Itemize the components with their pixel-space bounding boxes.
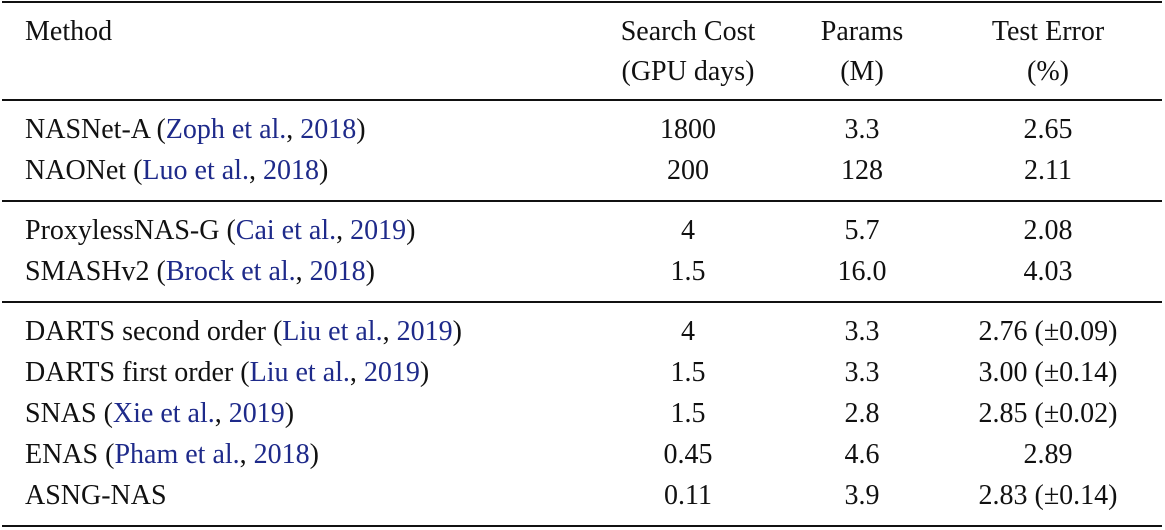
header-cell: (%) <box>1027 56 1069 87</box>
method-text: , <box>248 155 263 186</box>
header-cell: (GPU days) <box>621 56 755 87</box>
header-cell: Params <box>820 16 904 47</box>
method-cell: NASNet-A (Zoph et al., 2018) <box>25 110 366 150</box>
value-cell: 1800 <box>660 114 716 145</box>
mid-rule <box>2 301 1162 303</box>
value-cell: 5.7 <box>844 215 880 246</box>
value-cell: 2.08 <box>1023 215 1073 246</box>
method-cell: SNAS (Xie et al., 2019) <box>25 394 294 434</box>
method-text: ) <box>419 357 430 388</box>
method-cell: ASNG-NAS <box>25 476 167 516</box>
value-cell: 2.65 <box>1023 114 1073 145</box>
method-cell: ProxylessNAS-G (Cai et al., 2019) <box>25 211 415 251</box>
value-cell: 3.00 (±0.14) <box>978 357 1118 388</box>
citation: Luo et al. <box>142 155 249 186</box>
value-cell: 4.03 <box>1023 256 1073 287</box>
value-cell: 3.3 <box>844 114 880 145</box>
mid-rule <box>2 99 1162 101</box>
method-cell: DARTS second order (Liu et al., 2019) <box>25 312 462 352</box>
value-cell: 1.5 <box>670 398 706 429</box>
citation: 2018 <box>253 439 310 470</box>
value-cell: 4 <box>681 316 695 347</box>
method-text: , <box>382 316 397 347</box>
value-cell: 3.9 <box>844 480 880 511</box>
header-method: Method <box>25 16 113 47</box>
method-text: ) <box>452 316 462 347</box>
citation: 2019 <box>350 215 407 246</box>
method-cell: SMASHv2 (Brock et al., 2018) <box>25 252 375 292</box>
value-cell: 4 <box>681 215 695 246</box>
citation: Cai et al. <box>235 215 337 246</box>
header-cell: Search Cost <box>620 16 756 47</box>
method-text: ) <box>309 439 319 470</box>
bottom-rule <box>2 525 1162 527</box>
mid-rule <box>2 200 1162 202</box>
citation: Zoph et al. <box>165 114 287 145</box>
value-cell: 2.8 <box>844 398 880 429</box>
method-text: NAONet ( <box>25 155 143 186</box>
method-text: , <box>214 398 229 429</box>
method-text: SMASHv2 ( <box>25 256 166 287</box>
citation: Xie et al. <box>112 398 215 429</box>
value-cell: 3.3 <box>844 316 880 347</box>
value-cell: 200 <box>667 155 709 186</box>
method-text: ASNG-NAS <box>25 480 167 511</box>
method-text: , <box>295 256 310 287</box>
value-cell: 1.5 <box>670 357 706 388</box>
method-text: ) <box>284 398 295 429</box>
method-text: , <box>239 439 254 470</box>
header-cell: Test Error <box>991 16 1105 47</box>
method-text: , <box>336 215 351 246</box>
value-cell: 2.85 (±0.02) <box>978 398 1118 429</box>
value-cell: 128 <box>841 155 883 186</box>
value-cell: 0.11 <box>664 480 712 511</box>
top-rule <box>2 1 1162 3</box>
method-text: DARTS first order ( <box>25 357 250 388</box>
method-text: ) <box>365 256 375 287</box>
citation: 2019 <box>228 398 285 429</box>
value-cell: 2.89 <box>1023 439 1073 470</box>
method-cell: NAONet (Luo et al., 2018) <box>25 151 328 191</box>
method-text: ENAS ( <box>25 439 115 470</box>
citation: 2018 <box>262 155 319 186</box>
method-text: DARTS second order ( <box>25 316 283 347</box>
citation: 2018 <box>300 114 357 145</box>
method-cell: ENAS (Pham et al., 2018) <box>25 435 319 475</box>
citation: 2019 <box>363 357 420 388</box>
method-text: ProxylessNAS-G ( <box>25 215 236 246</box>
value-cell: 4.6 <box>844 439 880 470</box>
value-cell: 2.11 <box>1024 155 1072 186</box>
method-text: NASNet-A ( <box>25 114 166 145</box>
citation: Pham et al. <box>114 439 240 470</box>
method-text: ) <box>356 114 366 145</box>
value-cell: 1.5 <box>670 256 706 287</box>
method-text: , <box>286 114 301 145</box>
method-text: ) <box>406 215 416 246</box>
method-cell: DARTS first order (Liu et al., 2019) <box>25 353 429 393</box>
citation: Liu et al. <box>282 316 383 347</box>
value-cell: 3.3 <box>844 357 880 388</box>
header-cell: (M) <box>840 56 884 87</box>
citation: 2019 <box>396 316 453 347</box>
value-cell: 0.45 <box>663 439 713 470</box>
citation: Liu et al. <box>249 357 350 388</box>
value-cell: 2.76 (±0.09) <box>978 316 1118 347</box>
value-cell: 2.83 (±0.14) <box>978 480 1118 511</box>
citation: Brock et al. <box>165 256 296 287</box>
method-text: ) <box>318 155 329 186</box>
method-text: , <box>349 357 364 388</box>
citation: 2018 <box>309 256 366 287</box>
method-text: SNAS ( <box>25 398 113 429</box>
value-cell: 16.0 <box>837 256 887 287</box>
